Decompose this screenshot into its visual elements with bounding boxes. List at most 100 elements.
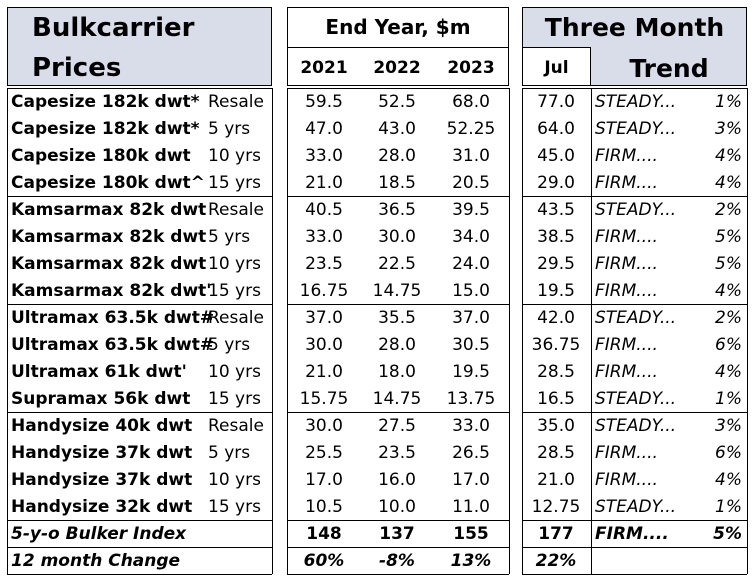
trend-label: FIRM.... <box>595 146 658 166</box>
trend-label: FIRM.... <box>595 362 658 382</box>
bulker-index-row: 5-y-o Bulker Index 148 137 155 177 FIRM.... 5% <box>0 521 753 548</box>
price-v2022: 14.75 <box>372 389 422 409</box>
price-v2022: 18.0 <box>378 362 416 382</box>
price-v2021: 23.5 <box>305 254 343 274</box>
trend-label: FIRM.... <box>595 335 658 355</box>
vessel-age: 5 yrs <box>208 119 251 139</box>
vessel-age: Resale <box>208 92 264 112</box>
price-v2023: 34.0 <box>452 227 490 247</box>
price-v2022: 43.0 <box>378 119 416 139</box>
table-row: Capesize 182k dwt* 5 yrs 47.0 43.0 52.25 64.0… <box>0 116 753 143</box>
price-v2021: 59.5 <box>305 92 343 112</box>
price-v2022: 10.0 <box>378 497 416 517</box>
vessel-type: Handysize 40k dwt <box>11 416 193 436</box>
price-v2021: 33.0 <box>305 146 343 166</box>
table-row: Handysize 37k dwt 5 yrs 25.5 23.5 26.5 28.5 FI… <box>0 440 753 467</box>
price-v2023: 37.0 <box>452 308 490 328</box>
vessel-age: Resale <box>208 200 264 220</box>
trend-percent: 5% <box>715 227 742 247</box>
vessel-age: Resale <box>208 308 264 328</box>
vessel-age: 15 yrs <box>208 389 261 409</box>
price-v2023: 52.25 <box>446 119 496 139</box>
price-v2023: 33.0 <box>452 416 490 436</box>
change-v2021: 60% <box>303 551 345 571</box>
trend-percent: 4% <box>715 470 742 490</box>
price-v2023: 30.5 <box>452 335 490 355</box>
trend-label: STEADY... <box>595 497 677 517</box>
vessel-type: Kamsarmax 82k dwt <box>11 200 207 220</box>
table-row: Supramax 56k dwt 15 yrs 15.75 14.75 13.75 16.… <box>0 386 753 413</box>
trend-label: FIRM.... <box>595 173 658 193</box>
price-v2022: 14.75 <box>372 281 422 301</box>
price-v2022: 27.5 <box>378 416 416 436</box>
year-2021-header: 2021 <box>300 58 348 78</box>
price-v2023: 24.0 <box>452 254 490 274</box>
price-jul: 29.0 <box>537 173 575 193</box>
price-v2022: 16.0 <box>378 470 416 490</box>
trend-header: Trend <box>629 54 709 83</box>
vessel-type: Kamsarmax 82k dwt <box>11 227 207 247</box>
vessel-type: Capesize 182k dwt* <box>11 92 200 112</box>
price-v2021: 37.0 <box>305 308 343 328</box>
price-v2021: 40.5 <box>305 200 343 220</box>
vessel-type: Capesize 182k dwt* <box>11 119 200 139</box>
vessel-type: Supramax 56k dwt <box>11 389 191 409</box>
end-year-header: End Year, $m <box>325 15 471 39</box>
three-month-header: Three Month <box>544 13 725 42</box>
price-v2021: 47.0 <box>305 119 343 139</box>
vessel-age: Resale <box>208 416 264 436</box>
price-v2021: 30.0 <box>305 416 343 436</box>
change-label: 12 month Change <box>11 551 181 571</box>
trend-percent: 5% <box>715 254 742 274</box>
price-v2021: 10.5 <box>305 497 343 517</box>
vessel-type: Kamsarmax 82k dwt <box>11 254 207 274</box>
price-v2023: 39.5 <box>452 200 490 220</box>
price-v2023: 31.0 <box>452 146 490 166</box>
price-jul: 12.75 <box>531 497 581 517</box>
vessel-age: 15 yrs <box>208 173 261 193</box>
vessel-type: Capesize 180k dwt^ <box>11 173 205 193</box>
trend-percent: 3% <box>715 119 742 139</box>
price-jul: 28.5 <box>537 443 575 463</box>
trend-label: FIRM.... <box>595 254 658 274</box>
index-v2022: 137 <box>379 524 415 544</box>
trend-label: FIRM.... <box>595 470 658 490</box>
month-header: Jul <box>544 58 569 78</box>
price-jul: 29.5 <box>537 254 575 274</box>
table-row: Handysize 37k dwt 10 yrs 17.0 16.0 17.0 21.0 F… <box>0 467 753 494</box>
price-v2022: 30.0 <box>378 227 416 247</box>
trend-percent: 1% <box>715 497 742 517</box>
index-trend-percent: 5% <box>713 524 742 544</box>
vessel-type: Capesize 180k dwt <box>11 146 191 166</box>
price-v2021: 21.0 <box>305 173 343 193</box>
vessel-type: Kamsarmax 82k dwt' <box>11 281 212 301</box>
vessel-type: Ultramax 63.5k dwt# <box>11 335 215 355</box>
price-jul: 28.5 <box>537 362 575 382</box>
trend-label: STEADY... <box>595 92 677 112</box>
change-v2022: -8% <box>379 551 415 571</box>
trend-percent: 3% <box>715 416 742 436</box>
vessel-age: 5 yrs <box>208 227 251 247</box>
annual-change-row: 12 month Change 60% -8% 13% 22% <box>0 548 753 575</box>
vessel-type: Handysize 37k dwt <box>11 470 193 490</box>
title-header-cell <box>7 7 272 86</box>
end-year-header-cell <box>287 7 509 86</box>
table-row: Capesize 180k dwt^ 15 yrs 21.0 18.5 20.5 29.0… <box>0 170 753 197</box>
vessel-type: Handysize 37k dwt <box>11 443 193 463</box>
vessel-age: 15 yrs <box>208 497 261 517</box>
trend-percent: 4% <box>715 146 742 166</box>
table-row: Ultramax 63.5k dwt# 5 yrs 30.0 28.0 30.5 36.7… <box>0 332 753 359</box>
price-v2022: 28.0 <box>378 335 416 355</box>
price-jul: 36.75 <box>531 335 581 355</box>
price-v2022: 52.5 <box>378 92 416 112</box>
price-jul: 43.5 <box>537 200 575 220</box>
price-v2023: 15.0 <box>452 281 490 301</box>
price-v2023: 13.75 <box>446 389 496 409</box>
vessel-age: 10 yrs <box>208 146 261 166</box>
index-trend-label: FIRM.... <box>595 524 669 544</box>
price-v2023: 17.0 <box>452 470 490 490</box>
table-title-line1: Bulkcarrier <box>32 13 195 43</box>
vessel-age: 10 yrs <box>208 254 261 274</box>
trend-label: STEADY... <box>595 416 677 436</box>
trend-percent: 4% <box>715 281 742 301</box>
